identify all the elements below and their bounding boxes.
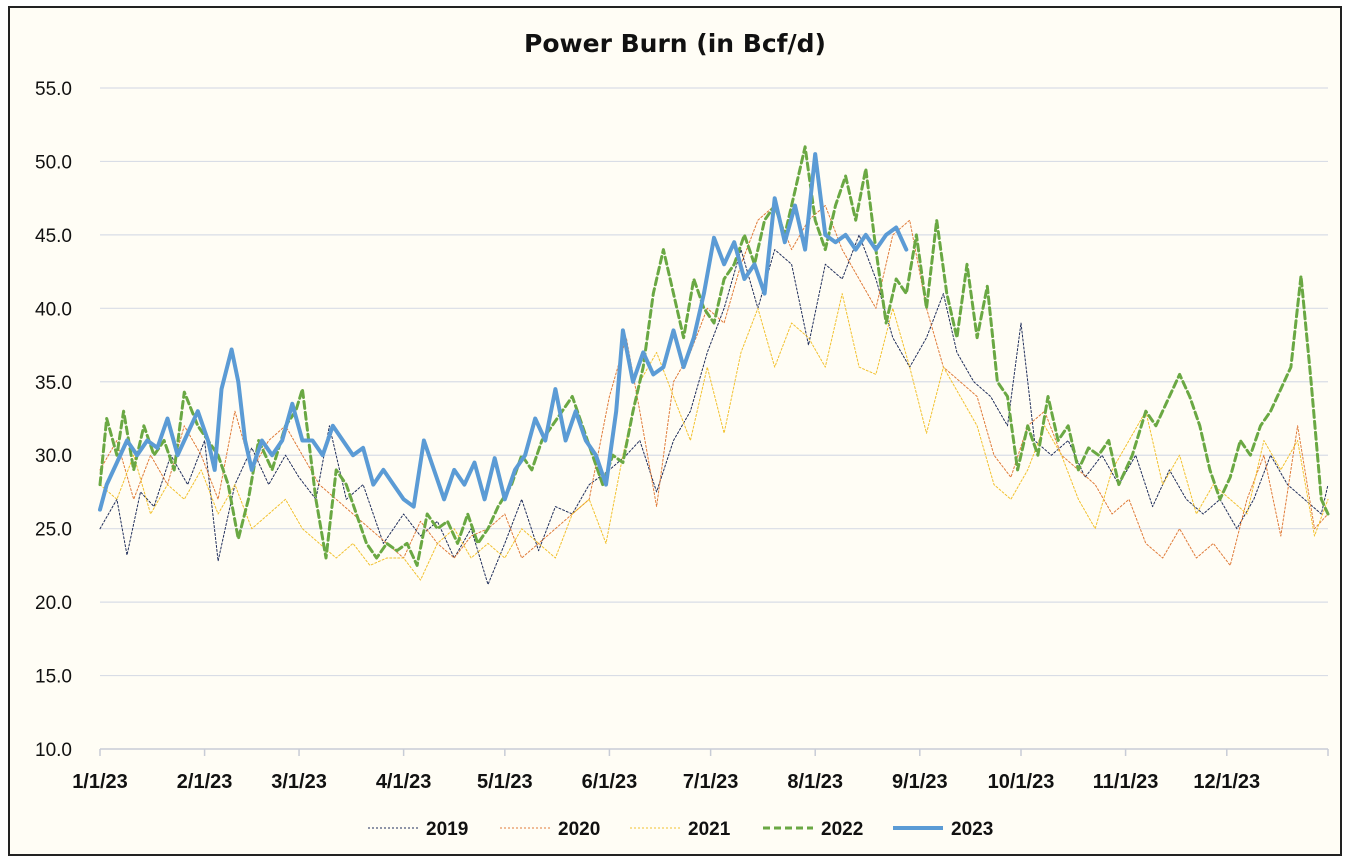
chart-frame: Power Burn (in Bcf/d) 10.0 15.0 20.0 25.0 30… <box>8 6 1342 856</box>
y-tick-label: 30.0 <box>35 446 72 467</box>
legend-label-2021: 2021 <box>688 819 731 840</box>
x-tick-label: 10/1/23 <box>988 771 1055 793</box>
y-axis-tick-labels: 10.0 15.0 20.0 25.0 30.0 35.0 40.0 45.0 50.0 55.0 <box>35 79 72 761</box>
legend-label-2019: 2019 <box>426 819 468 840</box>
power-burn-chart: Power Burn (in Bcf/d) 10.0 15.0 20.0 25.0 30… <box>35 29 1330 840</box>
series-line-2020 <box>99 205 1329 566</box>
x-axis: 1/1/23 2/1/23 3/1/23 4/1/23 5/1/23 6/1/23 7/1/… <box>72 748 1329 793</box>
x-tick-label: 3/1/23 <box>271 771 327 793</box>
chart-title: Power Burn (in Bcf/d) <box>524 29 826 58</box>
y-tick-label: 50.0 <box>35 152 72 173</box>
x-tick-label: 4/1/23 <box>376 771 432 793</box>
legend-label-2022: 2022 <box>821 819 863 840</box>
x-tick-label: 1/1/23 <box>72 771 128 793</box>
y-tick-label: 15.0 <box>35 667 72 688</box>
y-tick-label: 10.0 <box>35 740 72 761</box>
legend: 2019 2020 2021 2022 2023 <box>368 819 993 840</box>
x-tick-label: 2/1/23 <box>177 771 233 793</box>
series-line-2023 <box>98 152 909 512</box>
gridlines <box>100 87 1328 677</box>
series-line-2021 <box>99 293 1329 581</box>
x-tick-label: 11/1/23 <box>1093 771 1159 793</box>
x-tick-label: 7/1/23 <box>683 771 739 793</box>
legend-label-2020: 2020 <box>558 819 600 840</box>
y-tick-label: 40.0 <box>35 299 72 320</box>
y-tick-label: 55.0 <box>35 79 72 100</box>
y-tick-label: 20.0 <box>35 593 72 614</box>
series-line-2019 <box>99 234 1329 585</box>
legend-label-2023: 2023 <box>951 819 993 840</box>
x-tick-label: 9/1/23 <box>892 771 948 793</box>
x-tick-label: 8/1/23 <box>787 771 843 793</box>
series-line-2022 <box>98 145 1330 567</box>
y-tick-label: 35.0 <box>35 373 72 394</box>
y-tick-label: 45.0 <box>35 226 72 247</box>
y-tick-label: 25.0 <box>35 520 72 541</box>
series-lines <box>98 145 1330 585</box>
x-tick-label: 6/1/23 <box>582 771 638 793</box>
x-tick-label: 5/1/23 <box>477 771 533 793</box>
x-tick-label: 12/1/23 <box>1193 771 1260 793</box>
